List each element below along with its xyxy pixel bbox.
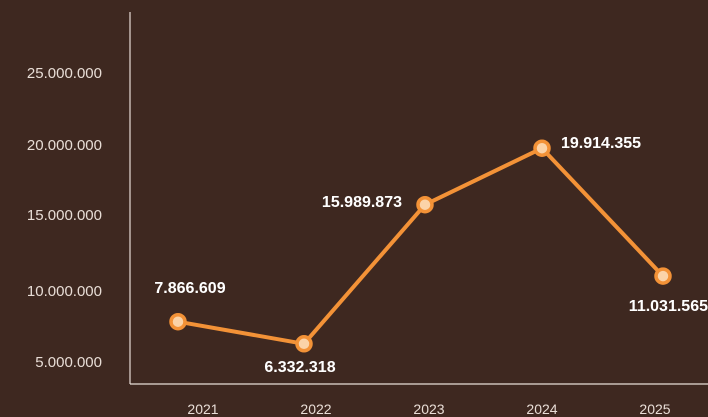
data-label: 6.332.318 [264, 359, 335, 376]
y-tick-label: 15.000.000 [27, 207, 102, 224]
data-point [533, 139, 551, 157]
y-tick-label: 20.000.000 [27, 137, 102, 154]
y-tick-label: 10.000.000 [27, 283, 102, 300]
series-line [176, 146, 665, 346]
data-label: 15.989.873 [322, 194, 402, 211]
x-tick-label: 2024 [526, 401, 557, 417]
data-label: 19.914.355 [561, 135, 641, 152]
x-tick-label: 2022 [300, 401, 331, 417]
x-tick-label: 2025 [639, 401, 670, 417]
data-point [169, 312, 187, 331]
data-label: 11.031.565 [629, 298, 708, 315]
data-label: 7.866.609 [154, 280, 225, 297]
data-point [654, 267, 672, 285]
x-tick-label: 2023 [413, 401, 444, 417]
y-tick-label: 5.000.000 [35, 354, 102, 371]
data-point [295, 335, 313, 353]
x-tick-label: 2021 [187, 401, 218, 417]
y-tick-label: 25.000.000 [27, 65, 102, 82]
data-point [416, 195, 434, 214]
